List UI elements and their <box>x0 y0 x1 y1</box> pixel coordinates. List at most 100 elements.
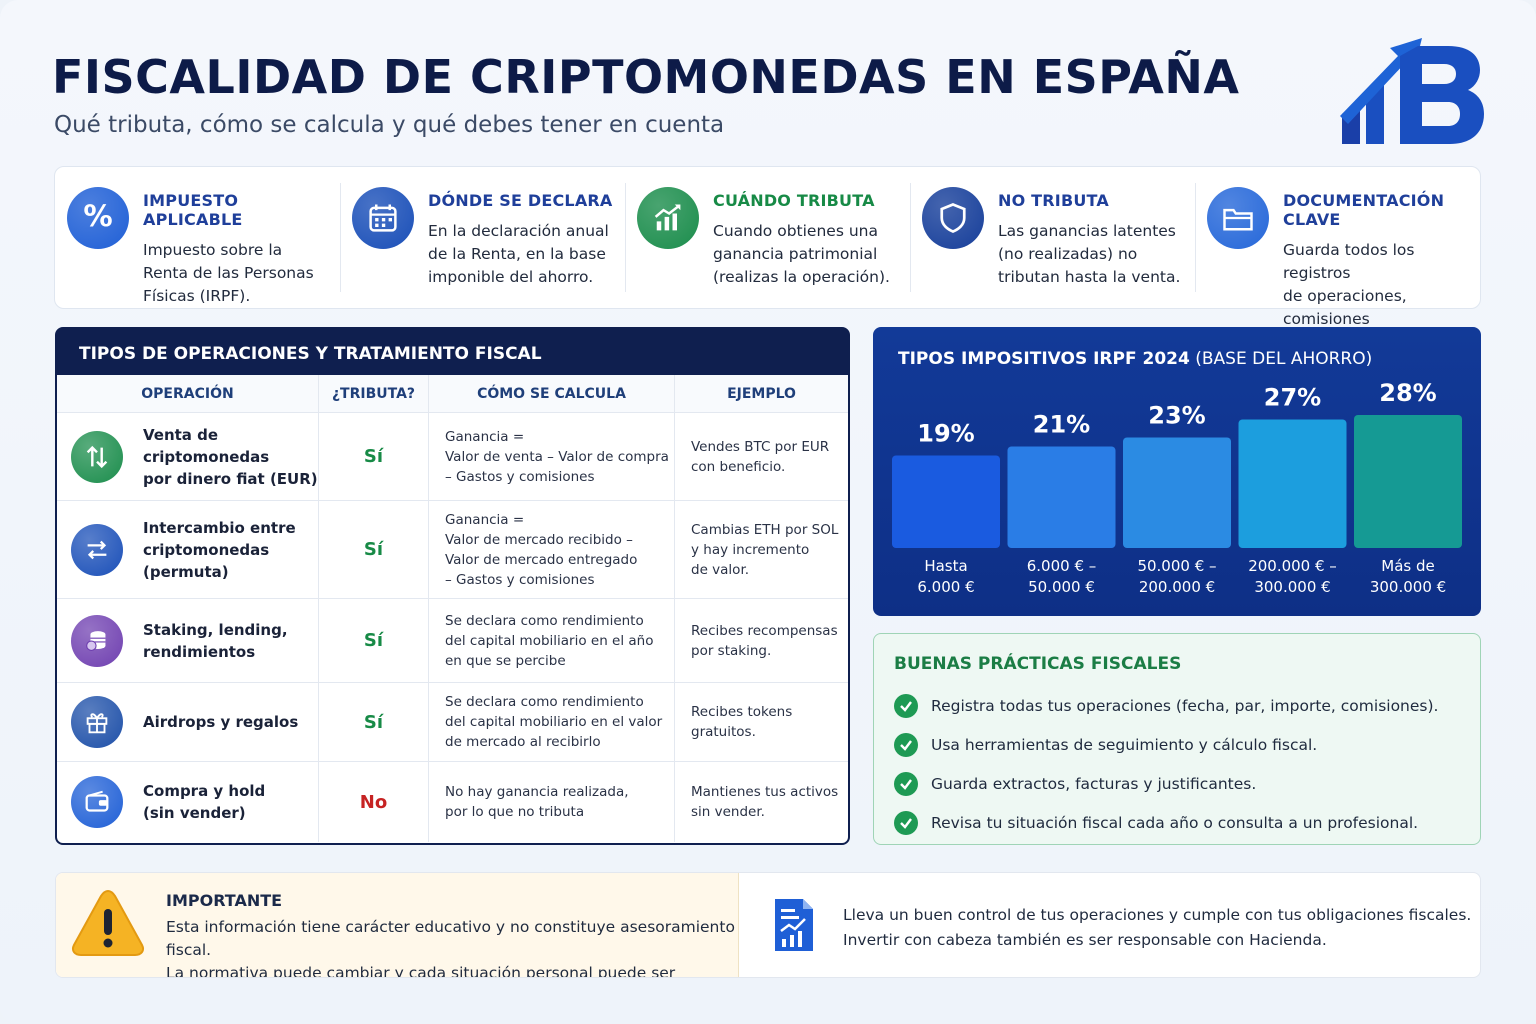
check-icon <box>894 771 918 796</box>
calculation-text: Se declara como rendimiento del capital … <box>445 694 663 750</box>
calculation-cell: Se declara como rendimiento del capital … <box>429 599 675 682</box>
good-practice-item: Guarda extractos, facturas y justificant… <box>894 764 1438 803</box>
svg-text:%: % <box>83 200 112 233</box>
check-icon <box>894 693 918 718</box>
taxable-cell: Sí <box>319 683 429 761</box>
calculation-cell: No hay ganancia realizada, por lo que no… <box>429 762 675 842</box>
chart-up-icon <box>637 187 699 249</box>
operation-cell: Compra y hold (sin vender) <box>57 762 319 842</box>
rate-label: 23% <box>1148 402 1205 430</box>
example-text: Vendes BTC por EUR con beneficio. <box>691 438 830 475</box>
rate-bar <box>1007 446 1116 548</box>
example-cell: Cambias ETH por SOL y hay incremento de … <box>675 501 848 598</box>
coins-icon <box>71 614 123 667</box>
bracket-label: 6.000 € <box>917 578 974 596</box>
important-title: IMPORTANTE <box>166 891 283 910</box>
column-header-example: EJEMPLO <box>727 385 796 402</box>
operation-name: Venta de criptomonedas por dinero fiat (… <box>143 425 318 488</box>
operations-panel: TIPOS DE OPERACIONES Y TRATAMIENTO FISCA… <box>55 327 850 845</box>
calculation-text: No hay ganancia realizada, por lo que no… <box>445 784 629 820</box>
good-practices-title: BUENAS PRÁCTICAS FISCALES <box>894 654 1182 674</box>
example-cell: Mantienes tus activos sin vender. <box>675 762 848 842</box>
example-cell: Vendes BTC por EUR con beneficio. <box>675 413 848 500</box>
info-card-title: IMPUESTO APLICABLE <box>143 191 243 229</box>
tax-rates-panel: TIPOS IMPOSITIVOS IRPF 2024 (BASE DEL AH… <box>873 327 1481 616</box>
table-row: Venta de criptomonedas por dinero fiat (… <box>57 413 848 501</box>
wallet-icon <box>71 776 123 828</box>
good-practices-list: Registra todas tus operaciones (fecha, p… <box>894 686 1438 842</box>
operation-name: Airdrops y regalos <box>143 713 299 731</box>
operation-cell: Intercambio entre criptomonedas (permuta… <box>57 501 319 598</box>
info-card-title: DOCUMENTACIÓN CLAVE <box>1283 191 1445 229</box>
important-text: Esta información tiene carácter educativ… <box>166 918 735 978</box>
taxable-cell: Sí <box>319 413 429 500</box>
taxable-value: Sí <box>363 630 384 651</box>
bottom-banner: IMPORTANTE Esta información tiene caráct… <box>55 872 1481 978</box>
info-strip: % IMPUESTO APLICABLE Impuesto sobre la Rent… <box>54 166 1481 351</box>
taxable-value: Sí <box>363 711 384 733</box>
rate-label: 21% <box>1033 411 1090 439</box>
rate-bar <box>1354 415 1462 548</box>
calculation-text: Ganancia = Valor de mercado recibido – V… <box>445 511 638 588</box>
info-card-title: CUÁNDO TRIBUTA <box>713 191 875 210</box>
arrows-up-down-icon <box>71 430 123 483</box>
check-icon <box>894 732 918 757</box>
table-row: Staking, lending, rendimientos Sí Se decla… <box>57 599 848 683</box>
column-header-calculation: CÓMO SE CALCULA <box>429 375 675 412</box>
column-header-taxable: ¿TRIBUTA? <box>319 375 429 412</box>
page-title: FISCALIDAD DE CRIPTOMONEDAS EN ESPAÑA <box>52 50 1240 104</box>
calculation-cell: Se declara como rendimiento del capital … <box>429 683 675 761</box>
good-practice-text: Registra todas tus operaciones (fecha, p… <box>931 696 1439 715</box>
good-practice-item: Usa herramientas de seguimiento y cálcul… <box>894 725 1438 764</box>
bracket-label: 50.000 € <box>1028 578 1095 596</box>
rate-bar <box>1123 437 1231 548</box>
operation-name: Intercambio entre criptomonedas (permuta… <box>143 518 296 581</box>
operation-name: Staking, lending, rendimientos <box>143 620 288 661</box>
bracket-label: 200.000 € – <box>1248 557 1337 575</box>
good-practice-text: Guarda extractos, facturas y justificant… <box>931 774 1257 793</box>
bracket-label: Más de <box>1381 557 1434 575</box>
rate-bar <box>892 455 1000 548</box>
rate-bar <box>1238 419 1347 548</box>
info-card: % IMPUESTO APLICABLE Impuesto sobre la Rent… <box>55 167 340 308</box>
rate-label: 19% <box>917 420 974 448</box>
calendar-icon <box>352 187 414 249</box>
calculation-cell: Ganancia = Valor de mercado recibido – V… <box>429 501 675 598</box>
folder-icon <box>1207 187 1269 249</box>
advice-section: Lleva un buen control de tus operaciones… <box>739 873 1480 977</box>
check-icon <box>894 810 918 835</box>
calculation-cell: Ganancia = Valor de venta – Valor de com… <box>429 413 675 500</box>
good-practice-item: Registra todas tus operaciones (fecha, p… <box>894 686 1438 725</box>
operation-cell: Venta de criptomonedas por dinero fiat (… <box>57 413 319 500</box>
good-practice-text: Revisa tu situación fiscal cada año o co… <box>931 813 1419 832</box>
rate-label: 28% <box>1379 379 1436 407</box>
taxable-value: Sí <box>363 446 384 467</box>
bracket-label: 300.000 € <box>1370 578 1446 596</box>
example-text: Mantienes tus activos sin vender. <box>691 784 839 820</box>
tax-rates-title: TIPOS IMPOSITIVOS IRPF 2024 (BASE DEL AH… <box>898 349 1373 369</box>
operations-title: TIPOS DE OPERACIONES Y TRATAMIENTO FISCA… <box>79 344 542 364</box>
info-card: CUÁNDO TRIBUTA Cuando obtienes una gananci… <box>625 167 910 308</box>
operation-cell: Airdrops y regalos <box>57 683 319 761</box>
percent-icon: % <box>67 187 129 249</box>
gift-icon <box>71 696 123 748</box>
shield-icon <box>922 187 984 249</box>
bracket-label: 300.000 € <box>1254 578 1330 596</box>
brand-logo-icon <box>1340 38 1484 144</box>
bracket-label: Hasta <box>924 557 967 575</box>
report-document-icon <box>775 899 813 951</box>
calculation-text: Ganancia = Valor de venta – Valor de com… <box>445 428 669 485</box>
info-card-title: DÓNDE SE DECLARA <box>428 191 613 210</box>
taxable-cell: Sí <box>319 599 429 682</box>
operations-table: OPERACIÓN ¿TRIBUTA? CÓMO SE CALCULA EJEM… <box>57 375 848 843</box>
rate-label: 27% <box>1264 384 1321 412</box>
operation-name: Compra y hold (sin vender) <box>143 782 266 822</box>
good-practice-item: Revisa tu situación fiscal cada año o co… <box>894 803 1438 842</box>
calculation-text: Se declara como rendimiento del capital … <box>445 612 654 669</box>
column-header-operation: OPERACIÓN <box>57 375 319 412</box>
bracket-label: 50.000 € – <box>1137 557 1216 575</box>
exchange-icon <box>71 523 123 576</box>
info-card-title: NO TRIBUTA <box>998 191 1109 210</box>
tax-rates-chart: 19% Hasta 6.000 € 21% 6.000 € – 50.000 € 23% 50… <box>892 379 1462 596</box>
example-cell: Recibes recompensas por staking. <box>675 599 848 682</box>
